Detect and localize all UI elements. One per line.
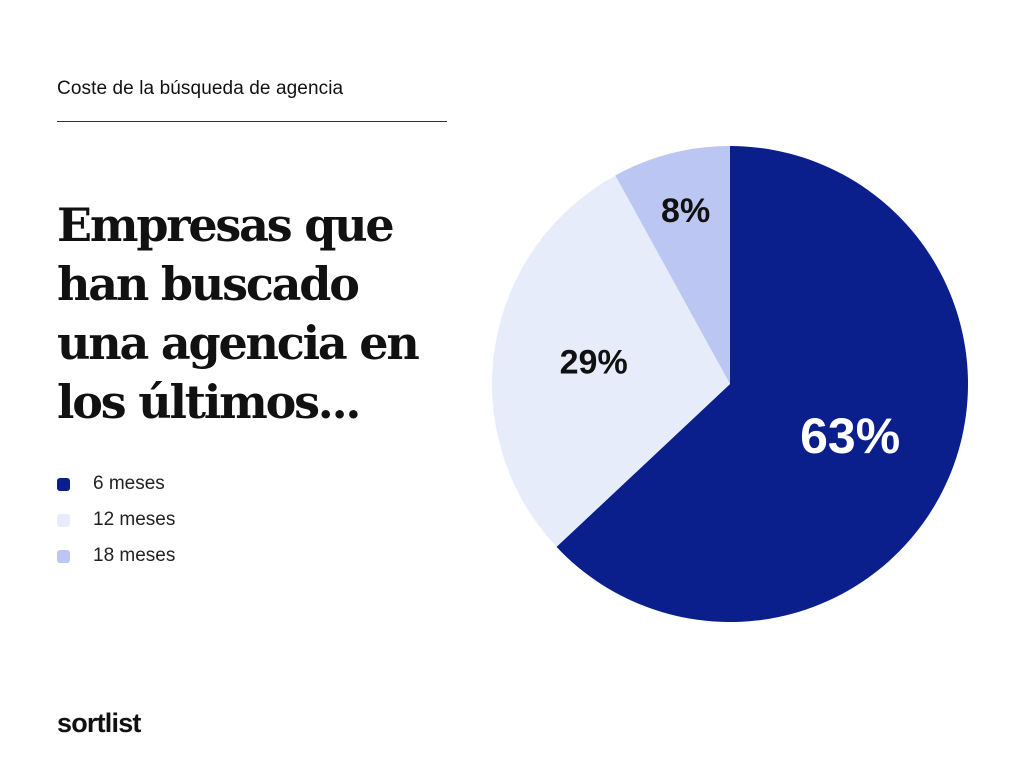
brand-logo: sortlist [57, 708, 141, 738]
divider [57, 121, 447, 122]
legend-label: 18 meses [93, 545, 176, 566]
slice-label: 63% [800, 408, 900, 464]
legend-label: 6 meses [93, 473, 165, 494]
headline-line: los últimos... [57, 375, 361, 429]
legend-swatch [57, 513, 70, 527]
pie-slice [556, 146, 968, 622]
legend-item: 18 meses [57, 538, 175, 574]
headline-line: Empresas que [57, 198, 395, 252]
slice-label: 8% [661, 192, 710, 230]
headline-line: han buscado [57, 257, 360, 311]
legend-swatch [57, 477, 70, 491]
slice-label: 29% [560, 343, 628, 381]
legend-item: 6 meses [57, 466, 175, 502]
legend-item: 12 meses [57, 502, 175, 538]
legend-label: 12 meses [93, 509, 176, 530]
headline-line: una agencia en [57, 316, 420, 370]
pie-slice [492, 175, 730, 547]
chart-legend: 6 meses 12 meses 18 meses [57, 466, 175, 574]
chart-headline: Empresas que han buscado una agencia en … [57, 196, 457, 432]
pie-slice [615, 146, 730, 384]
chart-eyebrow: Coste de la búsqueda de agencia [57, 78, 344, 99]
legend-swatch [57, 549, 70, 563]
